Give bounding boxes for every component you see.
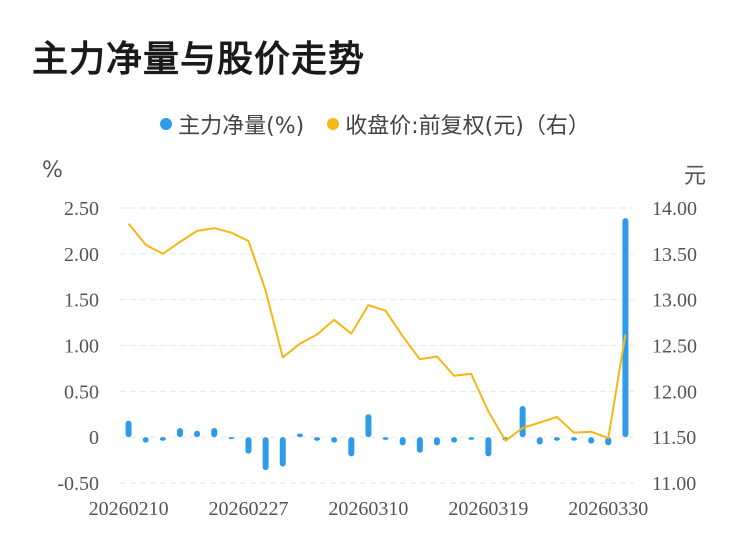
bar-net-volume <box>605 437 612 446</box>
bar-net-volume <box>296 433 303 438</box>
bar-net-volume <box>194 430 201 438</box>
left-axis-tick-label: -0.50 <box>57 473 99 495</box>
bar-net-volume <box>622 218 629 438</box>
right-axis-tick-label: 14.00 <box>652 198 697 220</box>
legend: 主力净量(%) 收盘价:前复权(元)（右） <box>0 108 750 140</box>
left-axis-tick-label: 0.50 <box>64 381 99 403</box>
right-axis-tick-label: 11.00 <box>652 473 696 495</box>
bar-net-volume <box>142 437 149 443</box>
legend-marker-net-volume <box>160 118 173 130</box>
right-axis-tick-label: 11.50 <box>652 427 696 449</box>
right-axis-tick-label: 12.50 <box>652 336 697 358</box>
bar-net-volume <box>588 437 595 444</box>
bar-net-volume <box>228 437 235 440</box>
bar-net-volume <box>433 437 440 446</box>
bar-net-volume <box>451 437 458 443</box>
bar-net-volume <box>571 437 578 441</box>
bar-net-volume <box>314 437 321 441</box>
left-axis-tick-label: 0 <box>89 427 99 449</box>
bar-net-volume <box>485 437 492 457</box>
bar-net-volume <box>279 437 286 467</box>
right-axis-tick-label: 12.00 <box>652 381 697 403</box>
x-axis-tick-label: 20260210 <box>89 498 169 520</box>
bar-net-volume <box>176 428 183 438</box>
x-axis-tick-label: 20260330 <box>568 498 648 520</box>
bar-net-volume <box>331 437 338 443</box>
legend-label-net-volume: 主力净量(%) <box>178 114 305 139</box>
bar-net-volume <box>536 437 543 445</box>
bar-net-volume <box>553 437 560 441</box>
bar-net-volume <box>365 414 372 438</box>
line-close-price <box>127 222 627 442</box>
legend-item-net-volume[interactable]: 主力净量(%) <box>160 108 304 140</box>
bar-net-volume <box>348 437 355 457</box>
left-axis-unit: % <box>42 158 63 183</box>
bar-net-volume <box>262 437 269 471</box>
left-axis-tick-label: 1.00 <box>64 336 99 358</box>
bar-net-volume <box>382 437 389 440</box>
legend-item-close-price[interactable]: 收盘价:前复权(元)（右） <box>327 108 590 140</box>
right-axis-unit: 元 <box>684 164 707 189</box>
bar-net-volume <box>468 437 475 440</box>
x-axis-tick-label: 20260319 <box>448 498 528 520</box>
bar-net-volume <box>245 437 252 454</box>
legend-marker-close-price <box>327 118 340 130</box>
bar-net-volume <box>211 428 218 438</box>
bar-net-volume <box>125 420 132 438</box>
bar-net-volume <box>416 437 423 453</box>
left-axis-tick-label: 2.50 <box>64 198 99 220</box>
x-axis-tick-label: 20260227 <box>209 498 289 520</box>
bar-net-volume <box>519 406 526 438</box>
right-axis-tick-label: 13.50 <box>652 244 697 266</box>
bar-net-volume <box>399 437 406 446</box>
legend-label-close-price: 收盘价:前复权(元)（右） <box>345 114 590 139</box>
x-axis-tick-label: 20260310 <box>328 498 408 520</box>
right-axis-tick-label: 13.00 <box>652 290 697 312</box>
left-axis-tick-label: 2.00 <box>64 244 99 266</box>
bar-net-volume <box>159 437 166 441</box>
left-axis-tick-label: 1.50 <box>64 290 99 312</box>
chart-title: 主力净量与股价走势 <box>32 39 366 80</box>
